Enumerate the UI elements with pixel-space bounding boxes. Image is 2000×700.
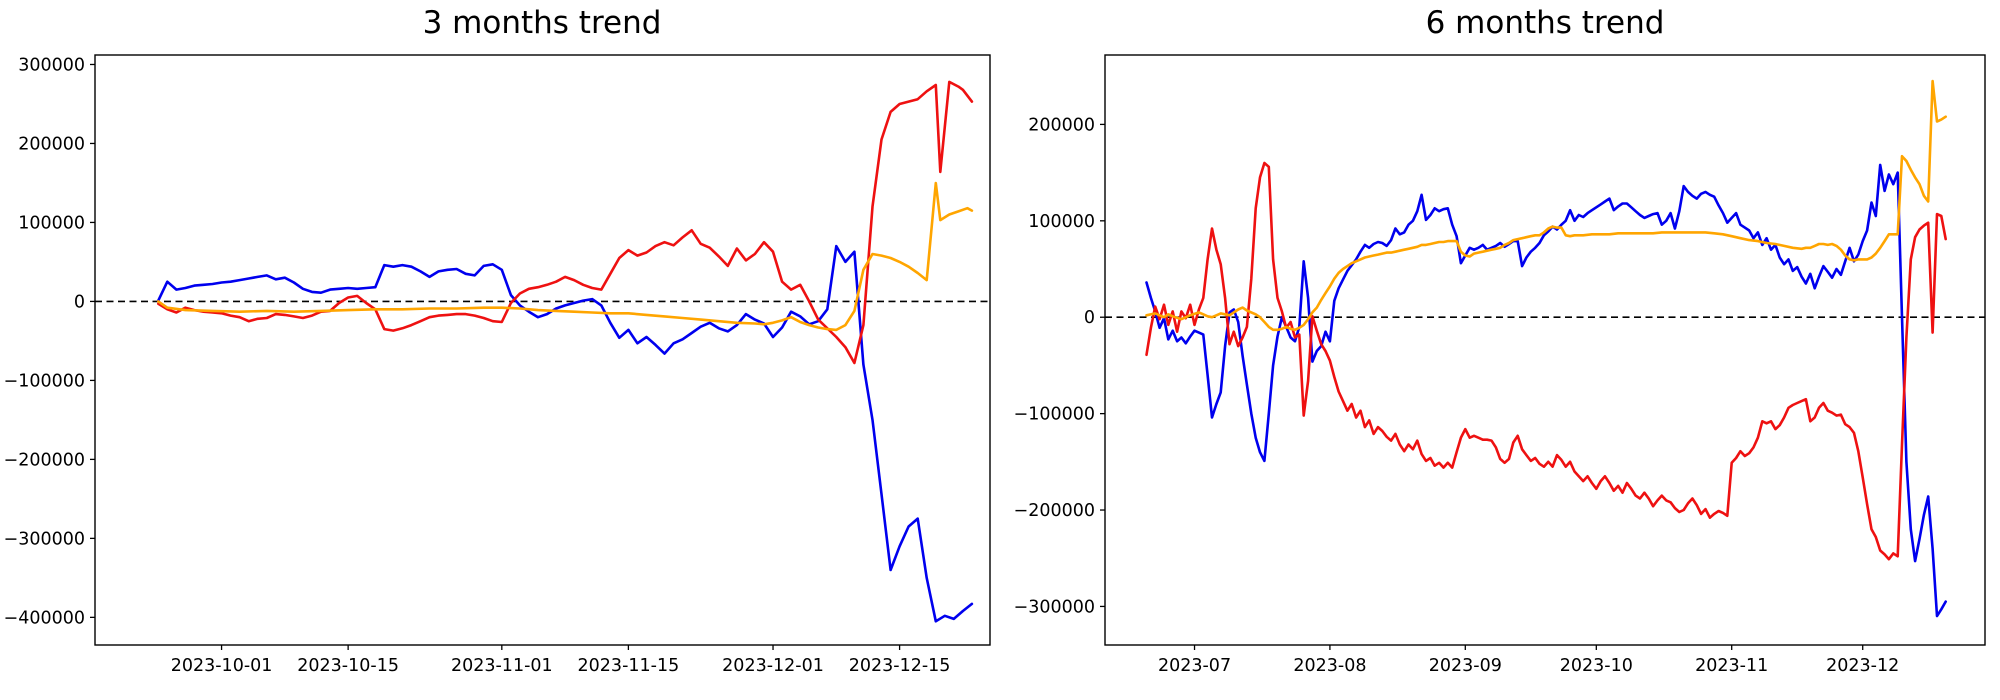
x-tick-label: 2023-12-15 [849,656,951,676]
y-tick-label: 100000 [1028,212,1095,232]
series-line-orange [157,181,974,332]
y-tick-label: −300000 [4,529,85,549]
y-tick-label: −100000 [4,371,85,391]
chart-title-3-months: 3 months trend [422,5,662,41]
series-line-orange [1145,79,1947,332]
x-tick-label: 2023-10 [1560,656,1633,676]
x-tick-label: 2023-11-15 [578,656,680,676]
y-tick-label: −200000 [1014,501,1095,521]
x-tick-label: 2023-09 [1429,656,1502,676]
x-tick-label: 2023-10-15 [297,656,399,676]
x-tick-label: 2023-11 [1695,656,1768,676]
x-tick-label: 2023-12-01 [722,656,824,676]
y-tick-label: −100000 [1014,405,1095,425]
series-line-red [157,80,974,365]
y-tick-label: 0 [74,292,85,312]
y-tick-label: 200000 [1028,115,1095,135]
y-tick-label: 100000 [18,213,85,233]
series-line-red [1145,161,1947,561]
x-tick-label: 2023-12 [1826,656,1899,676]
y-tick-label: 0 [1084,308,1095,328]
x-tick-label: 2023-10-01 [171,656,273,676]
x-tick-label: 2023-11-01 [451,656,553,676]
y-tick-label: −200000 [4,450,85,470]
y-tick-label: 300000 [18,55,85,75]
x-tick-label: 2023-08 [1293,656,1366,676]
y-tick-label: −400000 [4,608,85,628]
x-tick-label: 2023-07 [1158,656,1231,676]
plot-area-border [94,54,991,646]
series-line-blue [157,244,974,623]
plot-area-border [1104,54,1986,646]
series-line-blue [1145,163,1947,618]
y-tick-label: 200000 [18,134,85,154]
y-tick-label: −300000 [1014,597,1095,617]
chart-title-6-months: 6 months trend [1425,5,1665,41]
